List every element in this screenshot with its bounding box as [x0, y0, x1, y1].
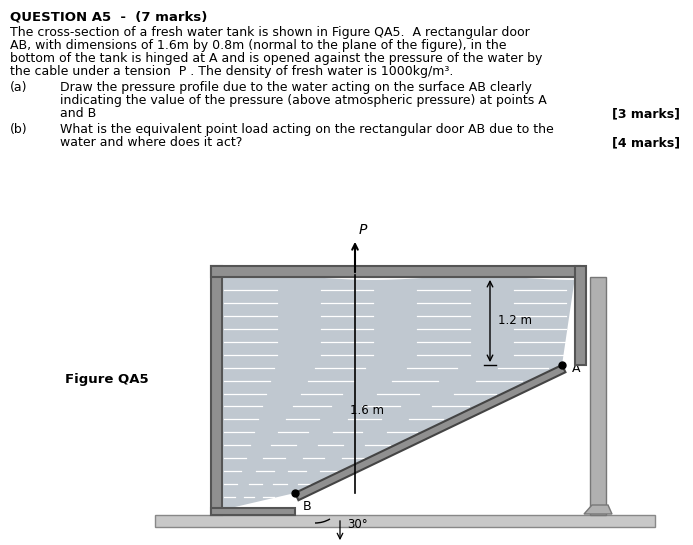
Bar — [590, 277, 606, 515]
Bar — [211, 508, 295, 515]
Text: What is the equivalent point load acting on the rectangular door AB due to the: What is the equivalent point load acting… — [60, 123, 554, 136]
Text: P: P — [359, 223, 367, 237]
Text: [3 marks]: [3 marks] — [612, 107, 680, 120]
Text: A: A — [572, 362, 581, 376]
Text: bottom of the tank is hinged at A and is opened against the pressure of the wate: bottom of the tank is hinged at A and is… — [10, 52, 543, 65]
Bar — [211, 266, 580, 277]
Text: The cross-section of a fresh water tank is shown in Figure QA5.  A rectangular d: The cross-section of a fresh water tank … — [10, 26, 529, 39]
Text: AB, with dimensions of 1.6m by 0.8m (normal to the plane of the figure), in the: AB, with dimensions of 1.6m by 0.8m (nor… — [10, 39, 507, 52]
Polygon shape — [584, 505, 612, 514]
Text: water and where does it act?: water and where does it act? — [60, 136, 243, 149]
Text: 1.6 m: 1.6 m — [351, 404, 385, 417]
Text: (b): (b) — [10, 123, 28, 136]
Text: indicating the value of the pressure (above atmospheric pressure) at points A: indicating the value of the pressure (ab… — [60, 94, 547, 107]
Text: the cable under a tension  P . The density of fresh water is 1000kg/m³.: the cable under a tension P . The densit… — [10, 65, 453, 78]
Text: B: B — [303, 500, 312, 513]
Bar — [575, 266, 586, 365]
Text: 1.2 m: 1.2 m — [498, 314, 532, 328]
Text: QUESTION A5  -  (7 marks): QUESTION A5 - (7 marks) — [10, 11, 207, 24]
Bar — [211, 266, 222, 515]
Polygon shape — [222, 277, 575, 510]
Text: [4 marks]: [4 marks] — [612, 136, 680, 149]
Text: Draw the pressure profile due to the water acting on the surface AB clearly: Draw the pressure profile due to the wat… — [60, 81, 532, 94]
Text: Figure QA5: Figure QA5 — [65, 373, 148, 386]
Text: 30°: 30° — [347, 518, 367, 531]
Polygon shape — [295, 365, 565, 500]
Text: and B: and B — [60, 107, 96, 120]
Text: (a): (a) — [10, 81, 28, 94]
Bar — [155, 515, 655, 527]
